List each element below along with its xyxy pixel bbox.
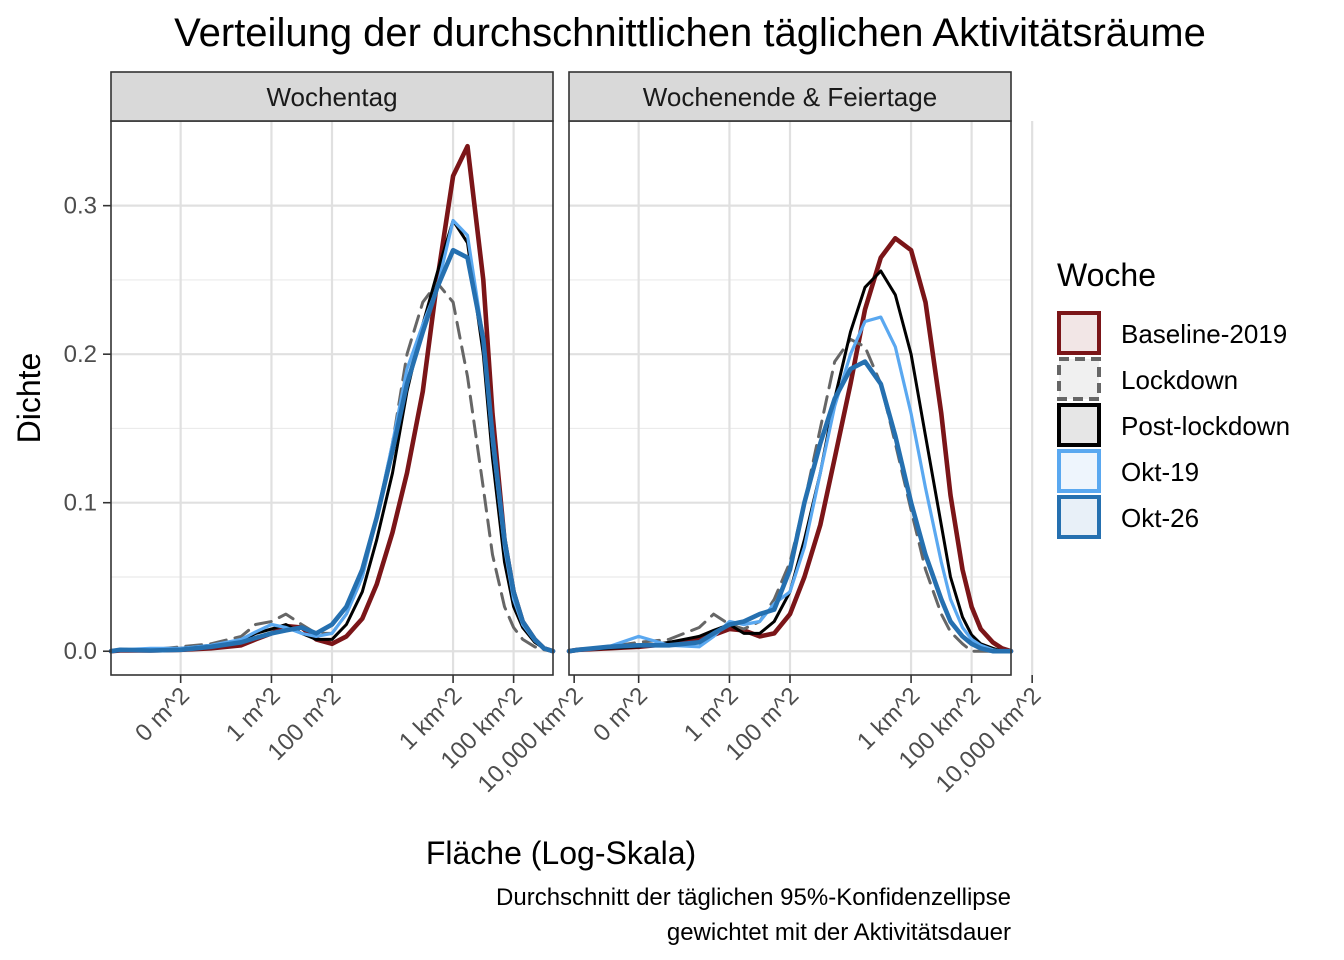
legend-label: Baseline-2019: [1121, 319, 1287, 349]
caption-line-2: gewichtet mit der Aktivitätsdauer: [667, 919, 1011, 946]
y-tick-label: 0.0: [64, 638, 97, 665]
strip-label: Wochentag: [266, 82, 397, 112]
legend-label: Post-lockdown: [1121, 411, 1290, 441]
legend-item-okt-26: Okt-26: [1057, 495, 1199, 539]
legend-label: Lockdown: [1121, 365, 1238, 395]
strip-background: [568, 71, 1012, 122]
y-axis-label: Dichte: [11, 353, 47, 444]
x-tick-label: 0 m^2: [588, 682, 653, 747]
legend-item-lockdown: Lockdown: [1057, 357, 1238, 401]
chart-title: Verteilung der durchschnittlichen täglic…: [174, 11, 1206, 55]
x-axis-label: Fläche (Log-Skala): [426, 835, 696, 871]
legend-key: [1057, 357, 1101, 401]
legend-item-post-lockdown: Post-lockdown: [1057, 403, 1290, 447]
legend-item-okt-19: Okt-19: [1057, 449, 1199, 493]
y-tick-label: 0.3: [64, 193, 97, 220]
legend: Woche Baseline-2019 Lockdown Post-lockdown…: [1057, 257, 1290, 539]
strip-label: Wochenende & Feiertage: [643, 82, 937, 112]
legend-item-baseline-2019: Baseline-2019: [1057, 311, 1287, 355]
series-line-okt-26: [566, 359, 1014, 654]
series-line-okt-26: [108, 247, 556, 654]
y-tick-label: 0.1: [64, 490, 97, 517]
strip-background: [110, 71, 554, 122]
legend-title: Woche: [1057, 257, 1156, 293]
x-tick-label: 0 m^2: [130, 682, 195, 747]
y-tick-label: 0.2: [64, 341, 97, 368]
legend-key: [1057, 311, 1101, 355]
caption-line-1: Durchschnitt der täglichen 95%-Konfidenz…: [496, 884, 1011, 911]
series-line-okt-19: [567, 315, 1013, 653]
legend-label: Okt-26: [1121, 503, 1199, 533]
series-line-lockdown: [567, 337, 1013, 653]
legend-key: [1057, 449, 1101, 493]
legend-key: [1057, 495, 1101, 539]
legend-label: Okt-19: [1121, 457, 1199, 487]
series-line-baseline-2019: [566, 236, 1014, 654]
legend-key: [1057, 403, 1101, 447]
